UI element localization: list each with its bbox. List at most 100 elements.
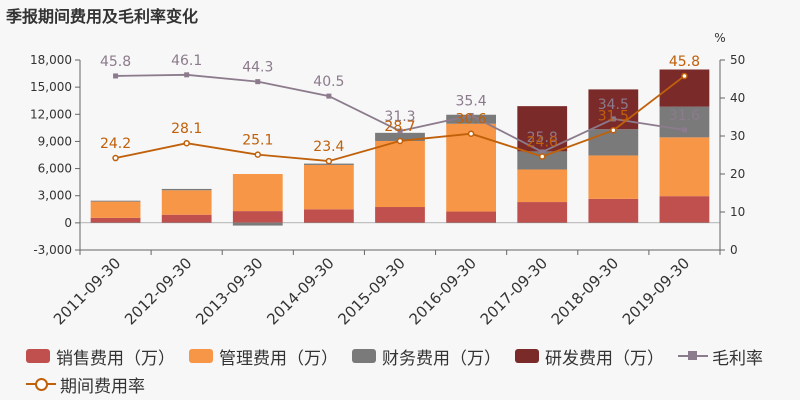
bar-segment: [659, 137, 710, 197]
y-left-tick-label: -3,000: [33, 243, 72, 257]
bar-segment: [161, 214, 212, 223]
line-point: [113, 73, 119, 79]
bar-segment: [90, 217, 141, 223]
y-left-tick-label: 18,000: [30, 53, 72, 67]
line-point: [610, 116, 616, 122]
y-left-tick-label: 9,000: [38, 134, 72, 148]
legend-item-finance[interactable]: 财务费用（万）: [352, 344, 501, 369]
line-point: [326, 93, 332, 99]
legend: 销售费用（万） 管理费用（万） 财务费用（万） 研发费用（万） 毛利率 期间费用…: [26, 344, 796, 397]
line-point: [254, 151, 262, 158]
bar-segment: [588, 129, 639, 156]
legend-label-sales: 销售费用（万）: [56, 348, 175, 369]
data-label: 24.2: [100, 136, 131, 152]
legend-item-expense-ratio[interactable]: 期间费用率: [26, 372, 145, 397]
data-label: 35.4: [456, 93, 487, 109]
bar-segment: [161, 188, 212, 191]
legend-label-finance: 财务费用（万）: [382, 348, 501, 369]
y-right-tick-label: 20: [730, 167, 745, 181]
line-point: [468, 112, 474, 118]
bar-segment: [90, 200, 141, 202]
legend-label-rd: 研发费用（万）: [545, 348, 664, 369]
line-point: [467, 130, 475, 137]
x-tick-label: 2017-09-30: [477, 254, 551, 328]
bar-segment: [232, 222, 283, 226]
x-tick-label: 2013-09-30: [192, 254, 266, 328]
x-tick-label: 2012-09-30: [121, 254, 195, 328]
line-point: [610, 127, 617, 134]
data-label: 28.1: [171, 121, 202, 137]
data-label: 40.5: [313, 74, 344, 90]
data-label: 30.6: [456, 112, 487, 128]
y-right-tick-label: 40: [730, 91, 745, 105]
legend-swatch-finance: [352, 349, 376, 363]
data-label: 24.6: [527, 135, 558, 151]
bar-segment: [232, 211, 283, 223]
data-label: 46.1: [171, 53, 202, 69]
data-label: 23.4: [313, 139, 344, 155]
bar-segment: [232, 174, 283, 212]
y-right-tick-label: 10: [730, 205, 745, 219]
line-point: [681, 72, 688, 80]
bar-segment: [588, 155, 639, 199]
y-left-tick-label: 0: [64, 216, 72, 230]
y-left-tick-label: 6,000: [38, 162, 72, 176]
chart-title: 季报期间费用及毛利率变化: [6, 7, 199, 26]
legend-item-admin[interactable]: 管理费用（万）: [189, 344, 338, 369]
bar-segment: [304, 209, 354, 223]
line-point: [538, 153, 546, 160]
line-point: [112, 154, 119, 162]
legend-label-expense-ratio: 期间费用率: [60, 376, 145, 397]
bar-segment: [375, 140, 425, 208]
x-tick-label: 2015-09-30: [334, 254, 408, 328]
y-right-tick-label: 50: [730, 53, 745, 67]
data-label: 28.7: [384, 119, 415, 135]
line-point: [396, 137, 404, 145]
legend-item-sales[interactable]: 销售费用（万）: [26, 344, 175, 369]
line-point: [681, 127, 687, 133]
bar-segment: [446, 114, 496, 124]
bar-segment: [90, 201, 141, 218]
y-right-tick-label: 30: [730, 129, 745, 143]
y-left-tick-label: 12,000: [30, 107, 72, 121]
line-point: [325, 157, 333, 165]
line-point: [183, 139, 190, 147]
data-label: 31.3: [384, 109, 415, 125]
data-label: 45.8: [100, 54, 131, 70]
legend-item-gross-margin[interactable]: 毛利率: [678, 344, 763, 369]
bar-segment: [375, 132, 425, 141]
x-tick-label: 2019-09-30: [619, 254, 693, 328]
data-label: 45.8: [669, 54, 700, 70]
data-label: 34.5: [598, 97, 629, 113]
bar-segment: [446, 211, 496, 223]
legend-swatch-rd: [515, 349, 539, 363]
line-point: [539, 149, 545, 155]
y-right-tick-label: 0: [730, 243, 738, 257]
bar-segment: [659, 196, 710, 223]
legend-label-gross-margin: 毛利率: [712, 348, 763, 369]
bar-segment: [161, 190, 212, 215]
y-left-tick-label: 15,000: [30, 80, 72, 94]
bar-segment: [517, 202, 568, 223]
legend-swatch-admin: [189, 349, 213, 363]
data-label: 31.5: [598, 108, 629, 124]
legend-item-rd[interactable]: 研发费用（万）: [515, 344, 664, 369]
bar-segment: [517, 151, 568, 170]
y-left-tick-label: 3,000: [38, 189, 72, 203]
legend-swatch-sales: [26, 349, 50, 363]
y-right-unit: %: [714, 31, 725, 45]
data-label: 25.8: [527, 130, 558, 146]
data-label: 31.6: [669, 108, 700, 124]
bar-segment: [375, 207, 425, 223]
line-point: [184, 72, 190, 78]
legend-swatch-expense-ratio: [26, 377, 56, 391]
legend-label-admin: 管理费用（万）: [219, 348, 338, 369]
legend-swatch-gross-margin: [678, 349, 708, 363]
bar-segment: [517, 169, 568, 203]
data-label: 25.1: [242, 133, 273, 149]
bar-segment: [588, 198, 639, 223]
bar-segment: [304, 164, 354, 210]
data-label: 44.3: [242, 60, 273, 76]
line-point: [397, 128, 403, 134]
